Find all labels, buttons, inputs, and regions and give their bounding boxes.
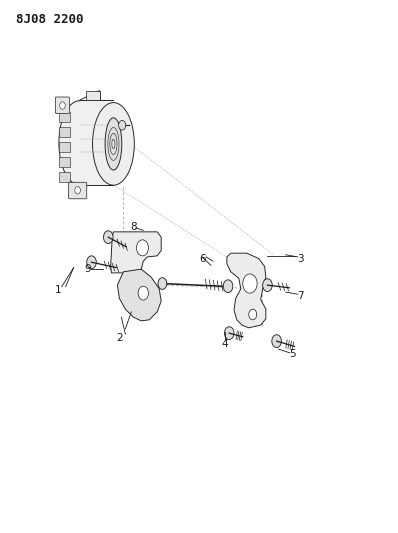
Text: 8J08 2200: 8J08 2200 <box>16 13 84 26</box>
Circle shape <box>158 278 167 289</box>
Polygon shape <box>117 269 161 321</box>
Circle shape <box>87 256 96 269</box>
Bar <box>59 112 70 122</box>
Text: 1: 1 <box>55 286 61 295</box>
Ellipse shape <box>105 118 122 170</box>
FancyBboxPatch shape <box>55 97 70 114</box>
Polygon shape <box>111 232 161 273</box>
Circle shape <box>138 286 148 300</box>
Text: 3: 3 <box>297 254 304 263</box>
Bar <box>59 157 70 167</box>
Circle shape <box>75 187 80 194</box>
Text: 5: 5 <box>289 350 296 359</box>
Text: 9: 9 <box>84 264 91 274</box>
Circle shape <box>243 274 257 293</box>
FancyBboxPatch shape <box>68 182 87 199</box>
Bar <box>59 142 70 152</box>
Circle shape <box>103 231 113 244</box>
Circle shape <box>263 279 272 292</box>
Polygon shape <box>59 100 113 185</box>
Text: 2: 2 <box>116 334 123 343</box>
Bar <box>59 172 70 182</box>
Text: 6: 6 <box>200 254 206 263</box>
Text: 8: 8 <box>130 222 137 231</box>
Circle shape <box>60 102 65 109</box>
Text: 4: 4 <box>222 339 228 349</box>
Circle shape <box>224 327 234 340</box>
Circle shape <box>272 335 281 348</box>
Circle shape <box>119 120 126 130</box>
Bar <box>86 91 100 100</box>
Circle shape <box>137 240 148 256</box>
Circle shape <box>223 280 233 293</box>
Polygon shape <box>227 253 266 328</box>
Text: 7: 7 <box>297 291 304 301</box>
Bar <box>59 127 70 137</box>
Circle shape <box>249 309 257 320</box>
Ellipse shape <box>92 102 134 185</box>
